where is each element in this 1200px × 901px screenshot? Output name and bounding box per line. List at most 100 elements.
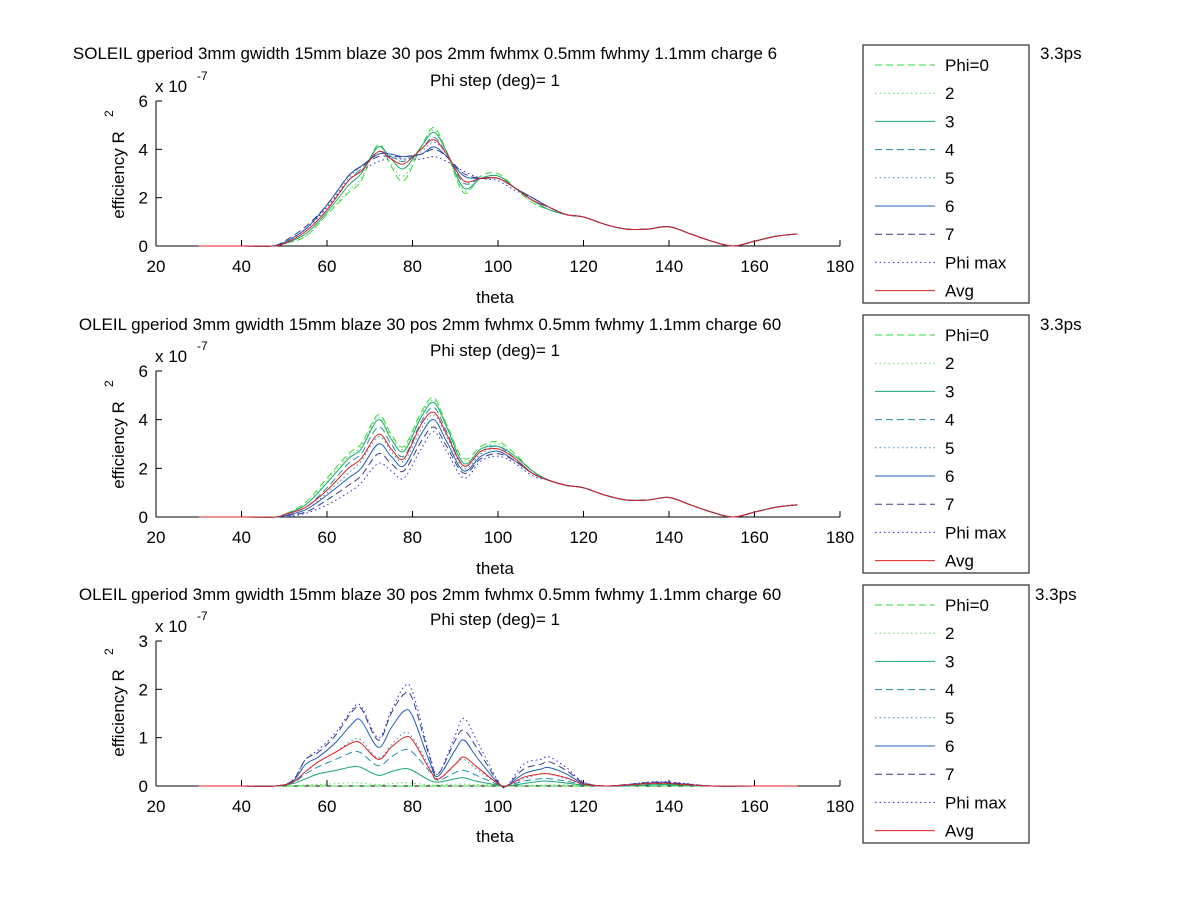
series-line-phi5 (198, 414, 798, 518)
legend-label-phi6: 6 (945, 467, 954, 486)
legend-label-phi0: Phi=0 (945, 596, 989, 615)
legend-2: Phi=0 2 3 4 5 6 7 Phi max Avg (862, 314, 1030, 574)
title-main-2: OLEIL gperiod 3mm gwidth 15mm blaze 30 p… (79, 315, 781, 334)
legend-label-avg: Avg (945, 282, 974, 301)
legend-label-phi0: Phi=0 (945, 326, 989, 345)
x-tick-label: 80 (403, 257, 422, 276)
title-main-3: OLEIL gperiod 3mm gwidth 15mm blaze 30 p… (79, 585, 781, 604)
y-multiplier-exp-3: -7 (197, 609, 208, 623)
subplot-3: 20 40 60 80 100 120 140 160 180 0 1 2 3 OLEIL gperio… (79, 584, 1077, 846)
x-tick-label: 140 (655, 528, 683, 547)
series-line-phimax (198, 683, 798, 789)
x-tick-label: 60 (318, 528, 337, 547)
legend-label-phi3: 3 (945, 382, 954, 401)
x-tick-label: 20 (147, 528, 166, 547)
x-tick-label: 120 (569, 797, 597, 816)
x-tick-label: 140 (655, 257, 683, 276)
legend-label-phi5: 5 (945, 709, 954, 728)
x-tick-label: 180 (826, 797, 854, 816)
series-line-phi7 (198, 691, 798, 788)
series-line-phimax (198, 431, 798, 518)
legend-label-phi7: 7 (945, 225, 954, 244)
legend-label-phi4: 4 (945, 681, 954, 700)
series-line-phi3 (198, 765, 798, 787)
legend-label-phimax: Phi max (945, 253, 1007, 272)
legend-1: Phi=0 2 3 4 5 6 7 Phi max Avg (862, 44, 1030, 304)
x-tick-label: 100 (484, 528, 512, 547)
series-line-phi4 (198, 748, 798, 787)
x-tick-label: 120 (569, 528, 597, 547)
legend-box-frame (862, 584, 1030, 844)
y-multiplier-2: x 10 (155, 347, 187, 366)
y-axis-label-group-2: efficiency R 2 (102, 380, 128, 489)
y-axis-label-sup-1: 2 (102, 110, 116, 117)
y-tick-label: 3 (139, 632, 148, 651)
y-multiplier-3: x 10 (155, 617, 187, 636)
y-multiplier-1: x 10 (155, 77, 187, 96)
series-line-avg (198, 735, 798, 788)
series-line-avg (198, 139, 798, 247)
title-tail-1: 3.3ps (1040, 44, 1082, 63)
legend-3: Phi=0 2 3 4 5 6 7 Phi max Avg (862, 584, 1030, 844)
subtitle-3: Phi step (deg)= 1 (430, 610, 560, 629)
title-tail-2: 3.3ps (1040, 315, 1082, 334)
series-line-phi0 (198, 127, 798, 247)
x-axis-label-3: theta (476, 827, 514, 846)
series-line-avg (198, 411, 798, 518)
plot-area-3: 20 40 60 80 100 120 140 160 180 0 1 2 3 (139, 632, 855, 816)
legend-box-frame (862, 314, 1030, 574)
x-tick-label: 180 (826, 257, 854, 276)
legend-box-frame (862, 44, 1030, 304)
legend-label-phi4: 4 (945, 411, 954, 430)
x-axis-label-2: theta (476, 559, 514, 578)
y-tick-label: 6 (139, 362, 148, 381)
y-tick-label: 2 (139, 189, 148, 208)
legend-label-phi7: 7 (945, 765, 954, 784)
x-tick-label: 120 (569, 257, 597, 276)
x-tick-label: 40 (232, 257, 251, 276)
x-tick-label: 80 (403, 797, 422, 816)
series-line-phi7 (198, 148, 798, 247)
title-main-1: SOLEIL gperiod 3mm gwidth 15mm blaze 30 … (73, 44, 777, 63)
legend-label-avg: Avg (945, 552, 974, 571)
y-axis-label-2: efficiency R (109, 401, 128, 489)
y-tick-label: 4 (139, 140, 148, 159)
legend-label-phi7: 7 (945, 495, 954, 514)
series-line-phi0 (198, 397, 798, 518)
y-axis-label-3: efficiency R (109, 669, 128, 757)
y-tick-label: 2 (139, 459, 148, 478)
x-tick-label: 40 (232, 528, 251, 547)
x-tick-label: 160 (740, 257, 768, 276)
legend-label-phi2: 2 (945, 84, 954, 103)
legend-label-phi5: 5 (945, 169, 954, 188)
title-tail-3: 3.3ps (1035, 585, 1077, 604)
y-tick-label: 4 (139, 411, 148, 430)
subplot-2: 20 40 60 80 100 120 140 160 180 0 2 4 6 OLEIL gperio… (79, 314, 1082, 578)
y-tick-label: 6 (139, 92, 148, 111)
x-tick-label: 60 (318, 797, 337, 816)
y-tick-label: 1 (139, 729, 148, 748)
x-tick-label: 80 (403, 528, 422, 547)
series-line-phimax (198, 156, 798, 247)
legend-label-phi5: 5 (945, 439, 954, 458)
x-tick-label: 140 (655, 797, 683, 816)
x-tick-label: 160 (740, 528, 768, 547)
y-tick-label: 2 (139, 680, 148, 699)
plot-area-2: 20 40 60 80 100 120 140 160 180 0 2 4 6 (139, 362, 855, 547)
legend-label-phi4: 4 (945, 141, 954, 160)
y-tick-label: 0 (139, 777, 148, 796)
y-axis-label-group-3: efficiency R 2 (102, 648, 128, 757)
legend-label-phimax: Phi max (945, 523, 1007, 542)
x-tick-label: 160 (740, 797, 768, 816)
x-tick-label: 20 (147, 797, 166, 816)
series-line-phi2 (198, 399, 798, 518)
legend-label-phi3: 3 (945, 652, 954, 671)
y-axis-label-sup-2: 2 (102, 380, 116, 387)
legend-label-phi6: 6 (945, 197, 954, 216)
x-tick-label: 100 (484, 257, 512, 276)
legend-label-phi2: 2 (945, 354, 954, 373)
y-axis-label-group-1: efficiency R 2 (102, 110, 128, 219)
subtitle-2: Phi step (deg)= 1 (430, 341, 560, 360)
y-tick-label: 0 (139, 237, 148, 256)
